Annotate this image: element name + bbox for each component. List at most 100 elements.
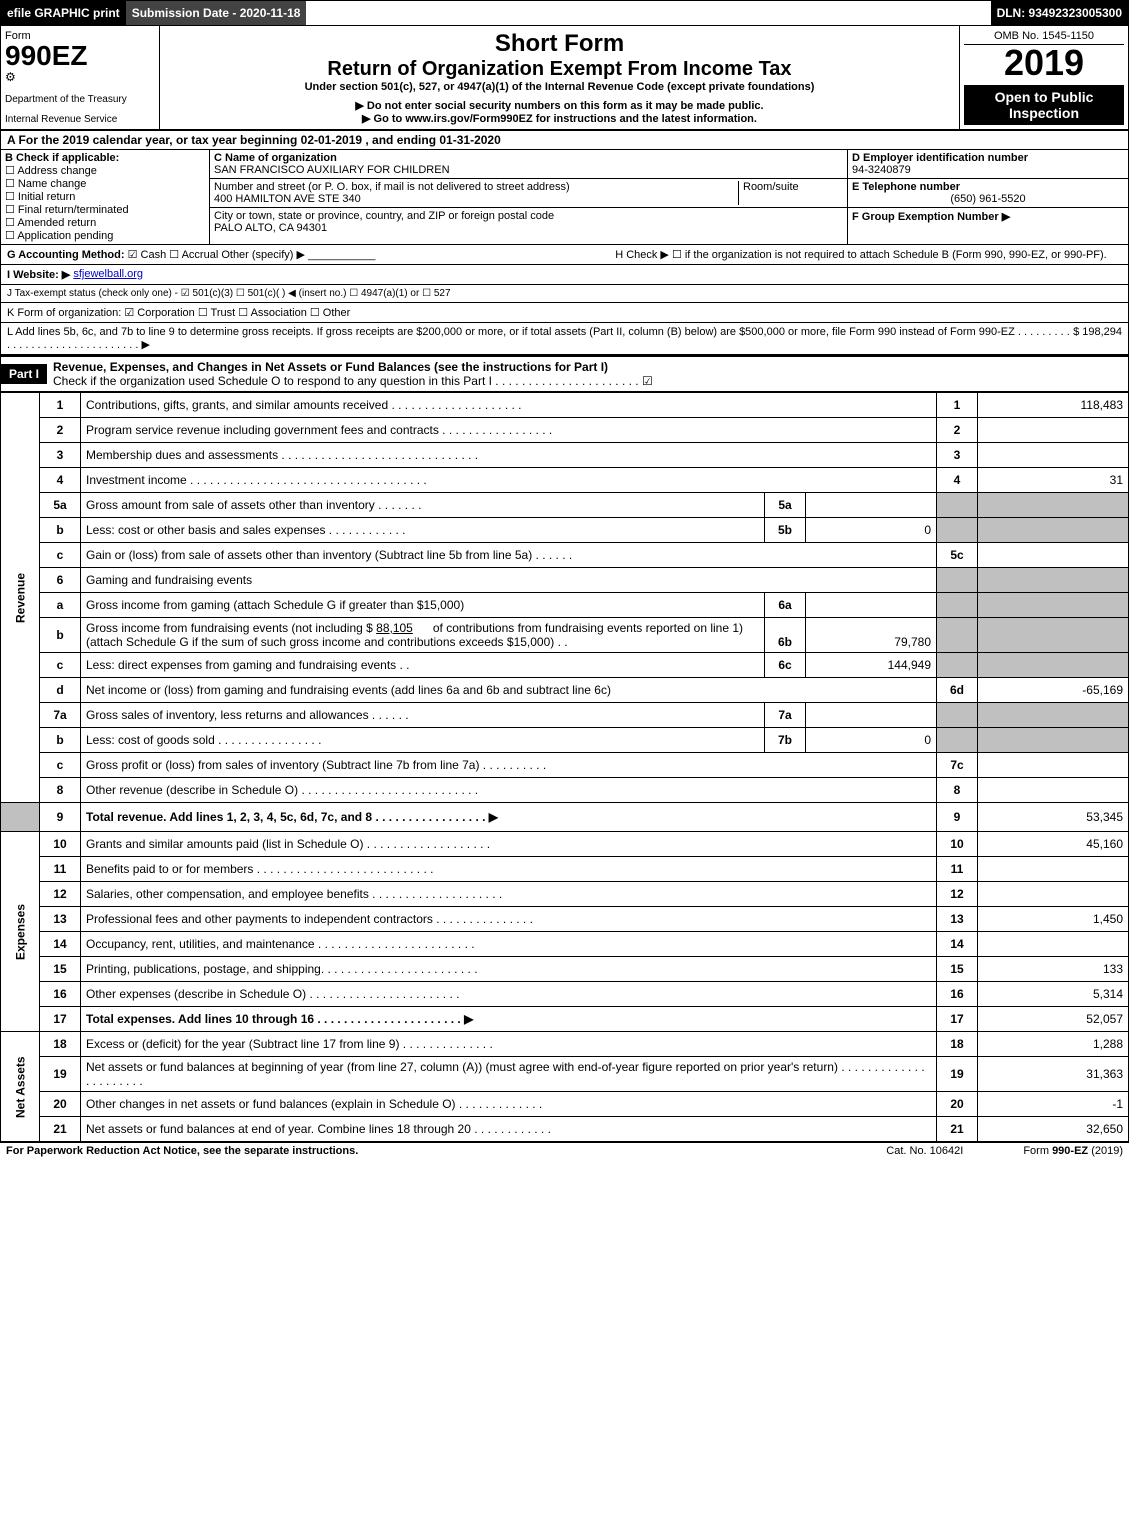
line-17-desc: Total expenses. Add lines 10 through 16 …: [81, 1007, 937, 1032]
line-5b-desc: Less: cost or other basis and sales expe…: [81, 518, 765, 542]
chk-amended-return[interactable]: ☐ Amended return: [5, 216, 205, 229]
department-label: Department of the Treasury: [5, 94, 155, 105]
line-9-num: 9: [40, 803, 81, 832]
line-4-ref: 4: [937, 468, 978, 493]
footer-left: For Paperwork Reduction Act Notice, see …: [6, 1145, 358, 1157]
section-b: B Check if applicable: ☐ Address change …: [1, 150, 210, 244]
chk-name-change[interactable]: ☐ Name change: [5, 177, 205, 190]
c-name-label: C Name of organization: [214, 152, 337, 164]
line-6a-subamt: [806, 593, 937, 617]
c-city-label: City or town, state or province, country…: [214, 210, 554, 222]
row-h[interactable]: H Check ▶ ☐ if the organization is not r…: [615, 248, 1122, 261]
line-6d-num: d: [40, 678, 81, 703]
part-i-label: Part I: [1, 364, 47, 384]
goto-link[interactable]: ▶ Go to www.irs.gov/Form990EZ for instru…: [168, 112, 951, 125]
line-11-ref: 11: [937, 857, 978, 882]
treasury-icon: ⚙: [5, 70, 155, 84]
room-suite-label: Room/suite: [738, 181, 843, 205]
line-10-ref: 10: [937, 832, 978, 857]
row-l-text: L Add lines 5b, 6c, and 7b to line 9 to …: [7, 326, 1073, 351]
line-7b-amt: [978, 728, 1129, 753]
line-6a-ref: [937, 593, 978, 618]
line-16-amt: 5,314: [978, 982, 1129, 1007]
line-12-desc: Salaries, other compensation, and employ…: [81, 882, 937, 907]
part-i-header-row: Part I Revenue, Expenses, and Changes in…: [0, 355, 1129, 392]
line-6a-num: a: [40, 593, 81, 618]
part-i-check-note[interactable]: Check if the organization used Schedule …: [53, 374, 653, 388]
line-4-desc: Investment income . . . . . . . . . . . …: [81, 468, 937, 493]
expenses-side-label: Expenses: [1, 832, 40, 1032]
e-label: E Telephone number: [852, 181, 960, 193]
line-5a-ref: [937, 493, 978, 518]
line-6c-subamt: 144,949: [806, 653, 937, 677]
line-5c-num: c: [40, 543, 81, 568]
line-3-ref: 3: [937, 443, 978, 468]
c-street-label: Number and street (or P. O. box, if mail…: [214, 181, 570, 193]
line-11-amt: [978, 857, 1129, 882]
line-6b-num: b: [40, 618, 81, 653]
line-8-amt: [978, 778, 1129, 803]
line-3-num: 3: [40, 443, 81, 468]
row-l-value: $ 198,294: [1073, 326, 1122, 351]
line-2-desc: Program service revenue including govern…: [81, 418, 937, 443]
chk-final-return[interactable]: ☐ Final return/terminated: [5, 203, 205, 216]
line-14-amt: [978, 932, 1129, 957]
line-6c-num: c: [40, 653, 81, 678]
section-a-period: A For the 2019 calendar year, or tax yea…: [0, 131, 1129, 150]
line-15-amt: 133: [978, 957, 1129, 982]
title-return: Return of Organization Exempt From Incom…: [168, 58, 951, 81]
efile-label[interactable]: efile GRAPHIC print: [1, 1, 126, 25]
line-14-desc: Occupancy, rent, utilities, and maintena…: [81, 932, 937, 957]
line-6a-amt: [978, 593, 1129, 618]
line-13-amt: 1,450: [978, 907, 1129, 932]
line-21-desc: Net assets or fund balances at end of ye…: [81, 1117, 937, 1142]
line-8-ref: 8: [937, 778, 978, 803]
phone-value: (650) 961-5520: [852, 193, 1124, 205]
part-i-table: Revenue 1 Contributions, gifts, grants, …: [0, 392, 1129, 1142]
chk-initial-return[interactable]: ☐ Initial return: [5, 190, 205, 203]
chk-address-change[interactable]: ☐ Address change: [5, 164, 205, 177]
form-number: 990EZ: [5, 42, 155, 70]
line-5c-ref: 5c: [937, 543, 978, 568]
netassets-side-label: Net Assets: [1, 1032, 40, 1142]
line-17-ref: 17: [937, 1007, 978, 1032]
line-7b-ref: [937, 728, 978, 753]
line-5b-amt: [978, 518, 1129, 543]
line-6-amt: [978, 568, 1129, 593]
line-9-desc: Total revenue. Add lines 1, 2, 3, 4, 5c,…: [81, 803, 937, 832]
line-6c-amt: [978, 653, 1129, 678]
g-accrual[interactable]: Accrual: [182, 249, 219, 261]
line-5b-num: b: [40, 518, 81, 543]
g-other[interactable]: Other (specify) ▶: [221, 249, 305, 261]
chk-application-pending[interactable]: ☐ Application pending: [5, 229, 205, 242]
org-city: PALO ALTO, CA 94301: [214, 222, 327, 234]
g-cash[interactable]: Cash: [141, 249, 167, 261]
website-link[interactable]: sfjewelball.org: [73, 268, 143, 281]
line-21-ref: 21: [937, 1117, 978, 1142]
line-14-ref: 14: [937, 932, 978, 957]
line-12-num: 12: [40, 882, 81, 907]
ein-value: 94-3240879: [852, 164, 911, 176]
under-section: Under section 501(c), 527, or 4947(a)(1)…: [168, 81, 951, 93]
line-5c-amt: [978, 543, 1129, 568]
row-j[interactable]: J Tax-exempt status (check only one) - ☑…: [0, 285, 1129, 303]
line-6-ref: [937, 568, 978, 593]
line-5a-subamt: [806, 493, 937, 517]
line-1-desc: Contributions, gifts, grants, and simila…: [81, 393, 937, 418]
line-7c-num: c: [40, 753, 81, 778]
line-16-desc: Other expenses (describe in Schedule O) …: [81, 982, 937, 1007]
open-public: Open to Public Inspection: [964, 85, 1124, 125]
line-21-amt: 32,650: [978, 1117, 1129, 1142]
line-5b-subnum: 5b: [765, 518, 806, 542]
line-19-desc: Net assets or fund balances at beginning…: [81, 1057, 937, 1092]
entity-info-grid: B Check if applicable: ☐ Address change …: [0, 150, 1129, 245]
line-20-amt: -1: [978, 1092, 1129, 1117]
page-footer: For Paperwork Reduction Act Notice, see …: [0, 1142, 1129, 1159]
row-k[interactable]: K Form of organization: ☑ Corporation ☐ …: [0, 303, 1129, 323]
line-17-amt: 52,057: [978, 1007, 1129, 1032]
line-9-ref: 9: [937, 803, 978, 832]
d-label: D Employer identification number: [852, 152, 1028, 164]
line-2-num: 2: [40, 418, 81, 443]
line-6d-amt: -65,169: [978, 678, 1129, 703]
line-5b-ref: [937, 518, 978, 543]
